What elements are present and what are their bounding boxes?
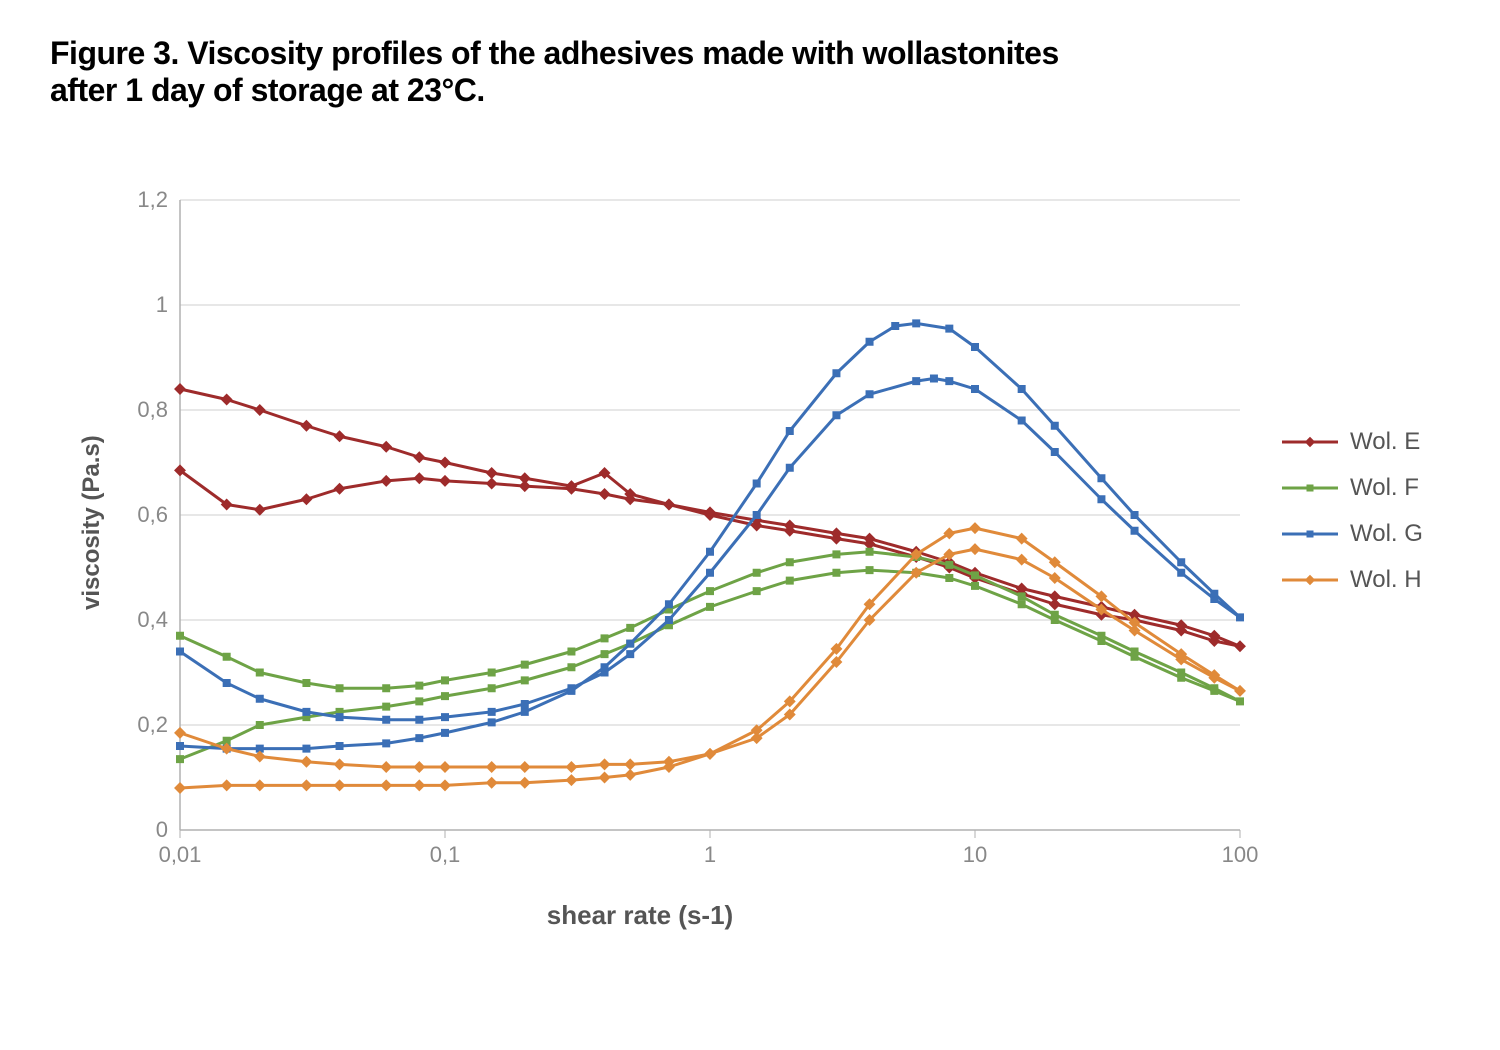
legend-item: Wol. G bbox=[1280, 522, 1423, 546]
legend-swatch bbox=[1280, 478, 1340, 498]
legend-swatch bbox=[1280, 432, 1340, 452]
legend-label: Wol. G bbox=[1350, 520, 1423, 548]
x-tick-label: 0,1 bbox=[430, 842, 461, 867]
y-tick-label: 0,6 bbox=[137, 502, 168, 527]
legend-item: Wol. H bbox=[1280, 568, 1423, 592]
y-tick-label: 1 bbox=[156, 292, 168, 317]
chart-svg: 0 0,2 0,4 0,6 0,8 1 1,2 0,01 0,1 1 10 100 bbox=[110, 190, 1270, 910]
legend: Wol. E Wol. F Wol. G Wol. H bbox=[1280, 430, 1423, 614]
y-tick-label: 0 bbox=[156, 817, 168, 842]
legend-item: Wol. E bbox=[1280, 430, 1423, 454]
y-axis-label: viscosity (Pa.s) bbox=[78, 435, 106, 610]
chart-container: viscosity (Pa.s) 0 0,2 0,4 0,6 0,8 1 1,2 0,01 0,… bbox=[60, 190, 1440, 970]
y-tick-label: 0,8 bbox=[137, 397, 168, 422]
figure-title: Figure 3. Viscosity profiles of the adhe… bbox=[50, 35, 1100, 109]
page-root: Figure 3. Viscosity profiles of the adhe… bbox=[0, 0, 1500, 1050]
x-tick-label: 10 bbox=[963, 842, 987, 867]
y-tick-label: 0,4 bbox=[137, 607, 168, 632]
x-axis-label: shear rate (s-1) bbox=[110, 900, 1170, 931]
x-tick-label: 1 bbox=[704, 842, 716, 867]
legend-swatch bbox=[1280, 570, 1340, 590]
legend-item: Wol. F bbox=[1280, 476, 1423, 500]
legend-swatch bbox=[1280, 524, 1340, 544]
y-tick-label: 1,2 bbox=[137, 190, 168, 212]
figure-title-line2: after 1 day of storage at 23°C. bbox=[50, 72, 1100, 109]
figure-title-line1: Figure 3. Viscosity profiles of the adhe… bbox=[50, 35, 1100, 72]
y-tick-label: 0,2 bbox=[137, 712, 168, 737]
legend-label: Wol. E bbox=[1350, 428, 1420, 456]
legend-label: Wol. H bbox=[1350, 566, 1422, 594]
x-tick-label: 0,01 bbox=[159, 842, 202, 867]
legend-label: Wol. F bbox=[1350, 474, 1419, 502]
x-tick-label: 100 bbox=[1222, 842, 1259, 867]
